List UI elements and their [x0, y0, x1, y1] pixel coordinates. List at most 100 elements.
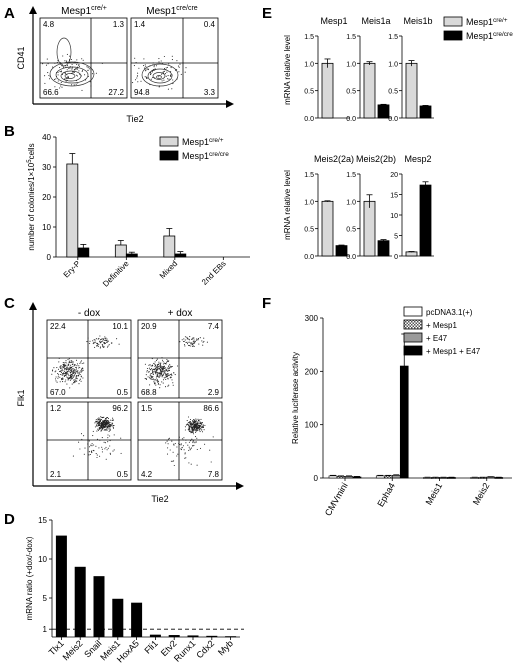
- x-tick-label: CMVmini: [323, 481, 350, 518]
- event-dot: [112, 426, 114, 428]
- event-dot: [174, 442, 176, 445]
- event-dot: [92, 435, 94, 437]
- event-dot: [155, 366, 157, 368]
- event-dot: [76, 66, 78, 68]
- quadrant-lr: 0.5: [117, 388, 129, 397]
- event-dot: [56, 71, 58, 74]
- event-dot: [161, 80, 163, 82]
- event-dot: [167, 447, 169, 449]
- events-scatter: [144, 357, 179, 389]
- event-dot: [184, 429, 186, 431]
- event-dot: [73, 375, 75, 377]
- event-dot: [86, 341, 88, 343]
- event-dot: [184, 452, 186, 454]
- event-dot: [185, 341, 187, 344]
- event-dot: [116, 338, 118, 340]
- event-dot: [157, 366, 159, 368]
- event-dot: [195, 423, 197, 425]
- event-dot: [171, 55, 173, 57]
- event-dot: [101, 338, 103, 340]
- event-dot: [153, 69, 155, 71]
- event-dot: [57, 377, 59, 379]
- event-dot: [56, 61, 58, 63]
- event-dot: [190, 343, 192, 345]
- event-dot: [61, 73, 64, 75]
- event-dot: [150, 78, 152, 80]
- event-dot: [107, 345, 109, 347]
- event-dot: [54, 86, 56, 88]
- panel-a: CD41 Tie2 Mesp1cre/+ Mesp1cre/cre 4.8 1.…: [16, 5, 234, 124]
- panel-letter-e: E: [262, 5, 272, 22]
- event-dot: [100, 419, 102, 421]
- event-dot: [61, 366, 64, 368]
- bar: [431, 477, 440, 479]
- event-dot: [172, 451, 174, 453]
- event-dot: [95, 420, 97, 422]
- event-dot: [68, 360, 70, 362]
- event-dot: [155, 370, 157, 372]
- panel-a-x-arrowhead: [226, 100, 234, 108]
- panel-c: Flk1 Tie2 - dox + dox 22.4 10.1 67.0 0.5…: [16, 302, 244, 504]
- event-dot: [76, 80, 78, 82]
- quadrant-ul: 4.8: [43, 20, 55, 29]
- event-dot: [187, 421, 189, 424]
- event-dot: [103, 342, 105, 344]
- event-dot: [138, 67, 140, 69]
- event-dot: [167, 370, 169, 372]
- event-dot: [91, 443, 93, 445]
- event-dot: [70, 370, 72, 372]
- event-dot: [169, 363, 171, 365]
- event-dot: [61, 374, 63, 376]
- event-dot: [87, 337, 89, 339]
- event-dot: [164, 73, 167, 75]
- event-dot: [201, 424, 203, 426]
- quadrant-ur: 86.6: [203, 404, 219, 413]
- event-dot: [133, 65, 135, 67]
- event-dot: [57, 80, 59, 82]
- event-dot: [151, 70, 153, 72]
- event-dot: [163, 72, 165, 74]
- event-dot: [66, 53, 68, 55]
- event-dot: [77, 370, 79, 372]
- event-dot: [61, 378, 63, 380]
- subplot-title: Meis1b: [403, 16, 432, 26]
- event-dot: [160, 362, 162, 364]
- event-dot: [64, 361, 66, 364]
- event-dot: [69, 366, 71, 368]
- event-dot: [189, 448, 191, 450]
- bar: [363, 200, 376, 257]
- event-dot: [164, 362, 166, 365]
- bar: [74, 566, 86, 637]
- event-dot: [157, 363, 159, 366]
- subplot-title: Meis2(2a): [314, 154, 354, 164]
- event-dot: [99, 347, 101, 349]
- event-dot: [203, 340, 205, 342]
- event-dot: [196, 421, 199, 423]
- event-dot: [196, 430, 198, 432]
- event-dot: [67, 379, 69, 381]
- event-dot: [209, 449, 211, 451]
- event-dot: [76, 59, 78, 61]
- event-dot: [152, 373, 154, 375]
- subplot-title: Meis1a: [361, 16, 390, 26]
- quadrant-ul: 1.5: [141, 404, 153, 413]
- event-dot: [182, 439, 184, 441]
- event-dot: [194, 420, 196, 422]
- event-dot: [160, 367, 162, 369]
- event-dot: [174, 374, 176, 376]
- event-dot: [90, 85, 92, 87]
- event-dot: [98, 420, 100, 422]
- event-dot: [96, 345, 98, 347]
- event-dot: [60, 365, 62, 367]
- event-dot: [171, 365, 173, 368]
- event-dot: [190, 342, 192, 344]
- event-dot: [62, 378, 64, 380]
- event-dot: [144, 64, 146, 66]
- event-dot: [188, 446, 190, 448]
- event-dot: [87, 67, 89, 69]
- event-dot: [177, 453, 179, 455]
- event-dot: [152, 371, 154, 373]
- event-dot: [164, 372, 166, 374]
- event-dot: [154, 365, 156, 367]
- legend-label: + E47: [426, 334, 448, 343]
